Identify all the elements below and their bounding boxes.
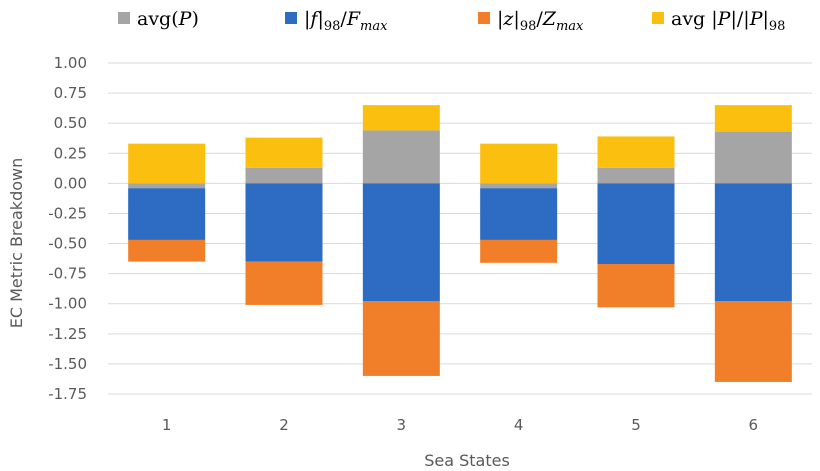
x-tick-label: 5: [631, 416, 641, 434]
y-tick-label: 0.00: [54, 174, 87, 192]
x-tick-label: 6: [749, 416, 759, 434]
y-tick-label: -0.25: [48, 204, 87, 222]
legend-entry: avg |P|/|P|98: [671, 8, 785, 34]
y-tick-label: -1.50: [48, 355, 87, 373]
y-tick-labels: 1.00 0.75 0.50 0.25 0.00 -0.25 -0.50 -0.75 -1.00…: [48, 54, 87, 403]
bar-segment: [480, 143, 558, 184]
y-tick-label: -0.50: [48, 235, 87, 253]
bar-segment: [128, 183, 206, 189]
legend-swatch: [118, 12, 130, 24]
y-tick-label: -1.75: [48, 385, 87, 403]
bar-segment: [128, 188, 206, 240]
legend-entry: |f|98/Fmax: [304, 8, 388, 34]
x-tick-label: 1: [162, 416, 172, 434]
bar-segment: [480, 239, 558, 263]
y-tick-label: 0.75: [54, 84, 87, 102]
legend-entry: avg(P): [137, 8, 199, 30]
bar-segment: [128, 143, 206, 184]
y-axis-title: EC Metric Breakdown: [7, 158, 26, 328]
legend-swatch: [285, 12, 297, 24]
bar-segment: [245, 261, 323, 305]
bar-segment: [714, 183, 792, 302]
bar-segment: [714, 131, 792, 184]
bar-segment: [362, 301, 440, 376]
gridlines: [108, 62, 812, 395]
bars: [128, 105, 792, 382]
y-tick-label: -1.00: [48, 295, 87, 313]
bar-segment: [245, 167, 323, 184]
legend-swatch: [652, 12, 664, 24]
x-axis-title: Sea States: [424, 451, 510, 470]
bar-segment: [362, 130, 440, 184]
bar-segment: [597, 183, 675, 265]
y-tick-label: 1.00: [54, 54, 87, 72]
bar-segment: [597, 136, 675, 168]
y-tick-label: -1.25: [48, 325, 87, 343]
bar-segment: [362, 183, 440, 302]
bar-segment: [362, 105, 440, 131]
y-tick-label: 0.50: [54, 114, 87, 132]
bar-segment: [714, 105, 792, 132]
bar-segment: [128, 239, 206, 262]
legend-entry: |z|98/Zmax: [497, 8, 584, 34]
bar-segment: [714, 301, 792, 382]
bar-segment: [597, 264, 675, 308]
x-tick-label: 3: [397, 416, 407, 434]
y-tick-label: 0.25: [54, 144, 87, 162]
bar-segment: [597, 167, 675, 184]
bar-segment: [480, 188, 558, 240]
bar-segment: [245, 183, 323, 262]
bar-segment: [245, 137, 323, 168]
legend-swatch: [478, 12, 490, 24]
x-tick-label: 2: [279, 416, 289, 434]
x-tick-label: 4: [514, 416, 524, 434]
legend: avg(P) |f|98/Fmax |z|98/Zmax avg |P|/|P|98: [118, 8, 785, 34]
y-tick-label: -0.75: [48, 265, 87, 283]
x-tick-labels: 1 2 3 4 5 6: [162, 416, 758, 434]
bar-segment: [480, 183, 558, 189]
